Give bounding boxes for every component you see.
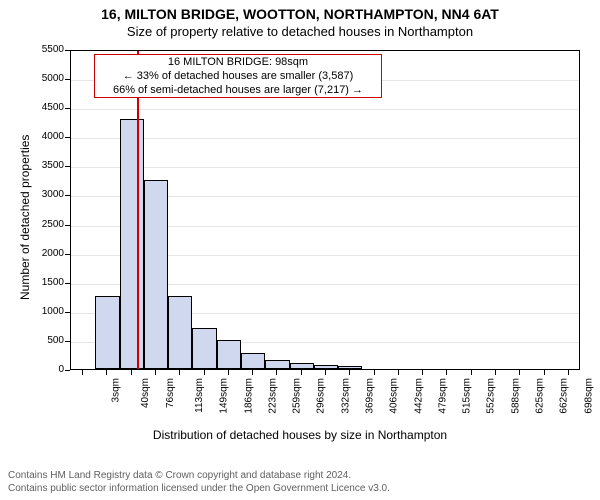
bar xyxy=(192,328,216,369)
y-tick xyxy=(65,79,70,80)
x-tick-label: 442sqm xyxy=(413,378,424,414)
x-tick-label: 406sqm xyxy=(389,378,400,414)
y-tick xyxy=(65,312,70,313)
x-tick-label: 296sqm xyxy=(316,378,327,414)
y-tick-label: 5000 xyxy=(28,73,64,84)
x-tick-label: 332sqm xyxy=(340,378,351,414)
x-tick xyxy=(398,370,399,375)
y-tick-label: 5500 xyxy=(28,44,64,55)
y-tick-label: 2000 xyxy=(28,248,64,259)
x-tick-label: 552sqm xyxy=(486,378,497,414)
y-tick xyxy=(65,283,70,284)
grid-line xyxy=(71,109,579,110)
x-tick-label: 662sqm xyxy=(559,378,570,414)
grid-line xyxy=(71,167,579,168)
y-tick-label: 2500 xyxy=(28,219,64,230)
y-tick xyxy=(65,370,70,371)
y-tick-label: 0 xyxy=(28,364,64,375)
y-tick xyxy=(65,341,70,342)
x-tick xyxy=(179,370,180,375)
x-tick xyxy=(374,370,375,375)
y-tick xyxy=(65,50,70,51)
x-tick xyxy=(155,370,156,375)
x-tick-label: 3sqm xyxy=(111,378,122,402)
x-tick xyxy=(568,370,569,375)
grid-line xyxy=(71,138,579,139)
x-tick xyxy=(131,370,132,375)
y-tick xyxy=(65,254,70,255)
marker-line xyxy=(137,51,139,369)
footer: Contains HM Land Registry data © Crown c… xyxy=(8,470,390,495)
x-tick-label: 40sqm xyxy=(140,378,151,408)
x-tick-label: 369sqm xyxy=(365,378,376,414)
annotation-box: 16 MILTON BRIDGE: 98sqm← 33% of detached… xyxy=(94,54,382,98)
x-tick xyxy=(349,370,350,375)
x-tick xyxy=(519,370,520,375)
x-tick-label: 186sqm xyxy=(243,378,254,414)
y-tick-label: 4500 xyxy=(28,102,64,113)
y-tick xyxy=(65,108,70,109)
x-tick xyxy=(301,370,302,375)
x-tick-label: 149sqm xyxy=(219,378,230,414)
x-tick-label: 588sqm xyxy=(510,378,521,414)
x-tick-label: 479sqm xyxy=(437,378,448,414)
chart-title: 16, MILTON BRIDGE, WOOTTON, NORTHAMPTON,… xyxy=(0,6,600,22)
x-tick xyxy=(106,370,107,375)
x-tick xyxy=(446,370,447,375)
annotation-line: ← 33% of detached houses are smaller (3,… xyxy=(97,70,379,84)
footer-line: Contains HM Land Registry data © Crown c… xyxy=(8,470,390,483)
y-tick-label: 3500 xyxy=(28,160,64,171)
annotation-line: 16 MILTON BRIDGE: 98sqm xyxy=(97,56,379,70)
y-tick xyxy=(65,225,70,226)
x-tick xyxy=(544,370,545,375)
y-tick-label: 1500 xyxy=(28,277,64,288)
bar xyxy=(217,340,241,369)
x-tick xyxy=(422,370,423,375)
x-tick xyxy=(276,370,277,375)
x-axis-label: Distribution of detached houses by size … xyxy=(0,428,600,442)
x-tick xyxy=(82,370,83,375)
chart-container: 16, MILTON BRIDGE, WOOTTON, NORTHAMPTON,… xyxy=(0,0,600,500)
x-tick-label: 76sqm xyxy=(165,378,176,408)
y-tick-label: 3000 xyxy=(28,189,64,200)
chart-subtitle: Size of property relative to detached ho… xyxy=(0,24,600,39)
x-tick-label: 698sqm xyxy=(583,378,594,414)
x-tick xyxy=(228,370,229,375)
x-tick-label: 515sqm xyxy=(462,378,473,414)
bar xyxy=(290,363,314,369)
bar xyxy=(144,180,168,369)
x-tick-label: 113sqm xyxy=(194,378,205,413)
x-tick xyxy=(495,370,496,375)
y-tick xyxy=(65,137,70,138)
y-tick xyxy=(65,195,70,196)
bar xyxy=(338,366,362,369)
x-tick-label: 259sqm xyxy=(292,378,303,414)
x-tick-label: 625sqm xyxy=(535,378,546,414)
plot-area xyxy=(70,50,580,370)
bar xyxy=(95,296,119,369)
x-tick xyxy=(252,370,253,375)
y-tick-label: 1000 xyxy=(28,306,64,317)
y-tick-label: 4000 xyxy=(28,131,64,142)
annotation-line: 66% of semi-detached houses are larger (… xyxy=(97,84,379,98)
y-tick-label: 500 xyxy=(28,335,64,346)
x-tick xyxy=(325,370,326,375)
y-tick xyxy=(65,166,70,167)
bar xyxy=(168,296,192,369)
bar xyxy=(120,119,144,369)
x-tick xyxy=(471,370,472,375)
x-tick-label: 223sqm xyxy=(267,378,278,414)
x-tick xyxy=(204,370,205,375)
bar xyxy=(314,365,338,369)
bar xyxy=(265,360,289,369)
footer-line: Contains public sector information licen… xyxy=(8,483,390,496)
bar xyxy=(241,353,265,369)
